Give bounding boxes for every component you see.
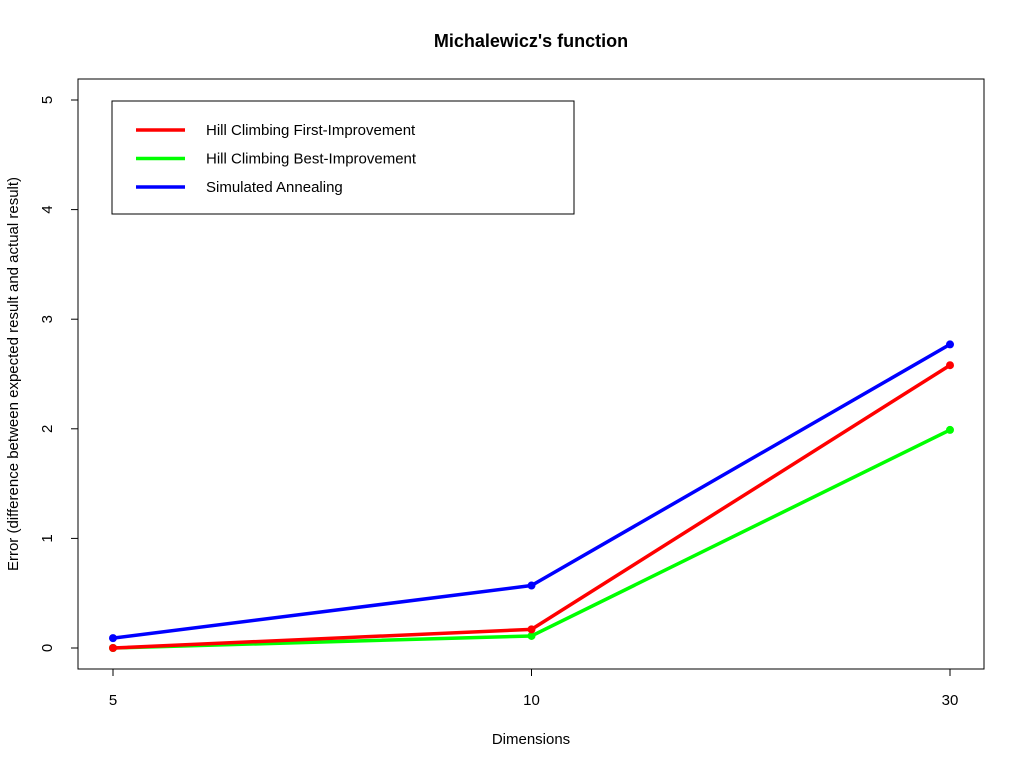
series-layer [109,340,954,652]
y-axis: 0 1 2 3 4 5 [39,96,78,652]
y-axis-label: Error (difference between expected resul… [5,177,22,571]
x-tick-label: 5 [109,692,117,709]
y-tick-label: 4 [39,205,56,213]
legend-label: Simulated Annealing [206,179,343,196]
x-axis-label: Dimensions [492,731,570,748]
y-tick-label: 5 [39,96,56,104]
data-point [946,425,954,434]
y-tick-label: 0 [39,644,56,652]
x-tick-label: 10 [523,692,540,709]
series-line [112,363,951,650]
data-point [946,340,954,349]
data-point [109,644,117,652]
data-point [527,581,536,590]
data-point [109,634,117,643]
x-tick-label: 30 [942,692,959,709]
legend-box [111,100,575,215]
y-tick-label: 2 [39,425,56,433]
chart-title: Michalewicz's function [434,31,628,51]
legend-label: Hill Climbing Best-Improvement [206,151,417,168]
legend: Hill Climbing First-Improvement Hill Clim… [111,100,575,215]
legend-label: Hill Climbing First-Improvement [206,122,416,139]
series-line [112,428,951,650]
data-point [527,631,536,640]
y-tick-label: 1 [39,534,56,542]
x-axis: 5 10 30 [109,669,959,709]
data-point [946,361,954,370]
data-point [527,625,536,634]
y-tick-label: 3 [39,315,56,323]
